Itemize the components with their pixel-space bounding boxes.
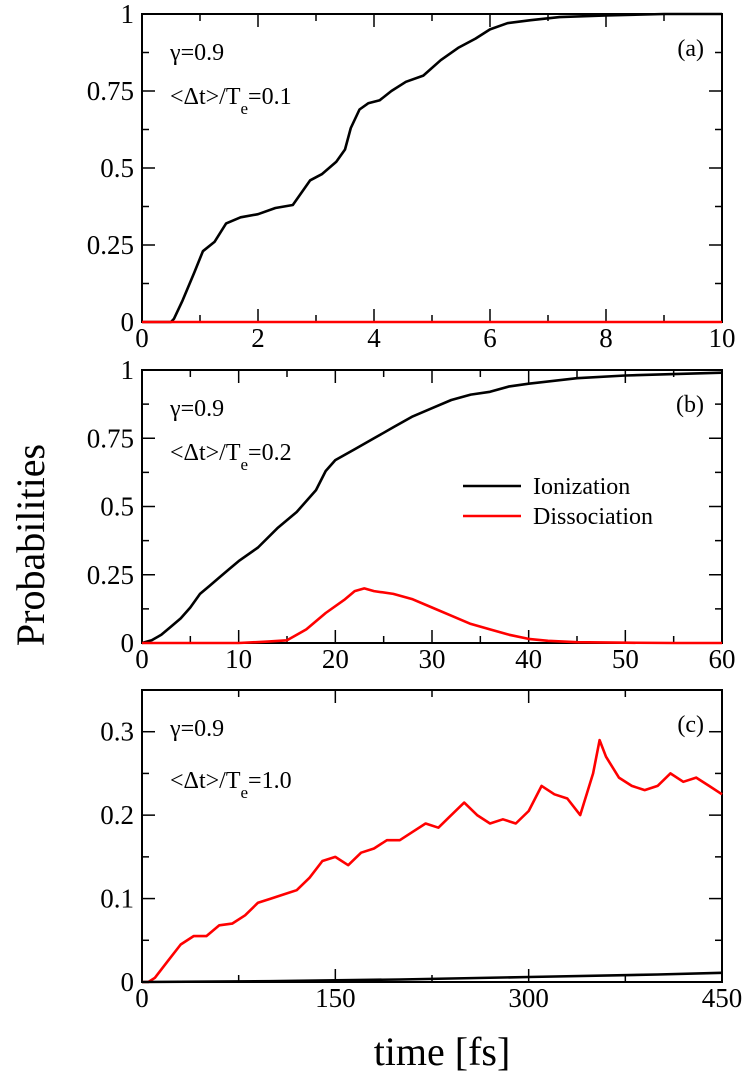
x-tick-label: 0	[135, 983, 149, 1013]
panel-1: 0 2 4 6 8 10 0 0.25 0.5 0.75 1 γ=0.9 <Δt>/Te=0.1 (a)	[87, 0, 736, 353]
time-ratio-sub: e	[241, 455, 249, 474]
panel-label: (b)	[676, 392, 704, 418]
x-tick-label: 30	[419, 644, 446, 674]
x-tick-label: 0	[135, 323, 149, 353]
legend-ionization-label: Ionization	[533, 474, 630, 500]
plot-frame	[141, 689, 723, 983]
x-tick-label: 10	[225, 644, 252, 674]
panels: 0 2 4 6 8 1000.250.50.751γ=0.9<Δt>/Te=0.1(a)0…	[87, 0, 743, 1013]
x-tick-label: 10	[709, 323, 736, 353]
y-tick-label: 1	[121, 0, 135, 29]
gamma-label: γ=0.9	[169, 716, 224, 742]
ionization-line	[141, 971, 723, 984]
gamma-label: γ=0.9	[169, 40, 224, 66]
y-tick-label: 0.3	[100, 717, 134, 747]
x-tick-label: 20	[322, 644, 349, 674]
x-tick-label: 300	[508, 983, 549, 1013]
x-tick-label: 6	[483, 323, 497, 353]
time-ratio-main: <Δt>/T	[170, 84, 241, 110]
y-tick-label: 0.75	[87, 423, 134, 453]
x-axis-title: time [fs]	[374, 1029, 511, 1072]
time-ratio-sub: e	[241, 783, 249, 802]
dissociation-line	[142, 738, 723, 984]
time-ratio-main: <Δt>/T	[170, 440, 241, 466]
y-tick-label: 0.2	[100, 800, 134, 830]
y-tick-label: 0.1	[100, 884, 134, 914]
legend-dissociation-label: Dissociation	[533, 504, 653, 530]
time-ratio-label: <Δt>/Te=0.1	[170, 84, 292, 118]
y-tick-label: 0.25	[87, 560, 134, 590]
time-ratio-value: =0.1	[248, 84, 292, 110]
panel-label: (c)	[677, 712, 704, 738]
y-tick-label: 0	[121, 967, 135, 997]
time-ratio-label: <Δt>/Te=1.0	[170, 768, 292, 802]
time-ratio-label: <Δt>/Te=0.2	[170, 440, 292, 474]
y-tick-label: 0	[121, 628, 135, 658]
time-ratio-value: =1.0	[248, 768, 292, 794]
y-tick-label: 0.25	[87, 230, 134, 260]
x-tick-label: 8	[599, 323, 613, 353]
gamma-label: γ=0.9	[169, 396, 224, 422]
time-ratio-sub: e	[241, 99, 249, 118]
panel-2: 0 10 20 30 40 50 60 0 0.25 0.5 0.75 1 γ=0.9 <Δt>/Te=0…	[87, 355, 736, 674]
x-tick-label: 4	[367, 323, 381, 353]
ionization-line	[141, 371, 723, 645]
x-tick-label: 0	[135, 644, 149, 674]
x-tick-label: 2	[251, 323, 265, 353]
x-tick-label: 40	[515, 644, 542, 674]
y-tick-label: 0	[121, 307, 135, 337]
x-tick-label: 60	[709, 644, 736, 674]
y-tick-label: 0.5	[100, 492, 134, 522]
x-tick-label: 50	[612, 644, 639, 674]
x-tick-label: 450	[702, 983, 743, 1013]
dissociation-line	[142, 587, 722, 645]
time-ratio-main: <Δt>/T	[170, 768, 241, 794]
time-ratio-value: =0.2	[248, 440, 292, 466]
y-tick-label: 0.5	[100, 153, 134, 183]
y-axis-title: Probabilities	[8, 444, 53, 646]
x-tick-label: 150	[315, 983, 356, 1013]
plot-frame	[141, 13, 723, 323]
panel-label: (a)	[677, 36, 704, 62]
panel-3: 0 150 300 450 0 0.1 0.2 0.3 γ=0.9 <Δt>/Te=1.0 (c)	[100, 689, 743, 1013]
ionization-line	[142, 12, 722, 324]
y-tick-label: 1	[121, 355, 135, 385]
y-tick-label: 0.75	[87, 76, 134, 106]
